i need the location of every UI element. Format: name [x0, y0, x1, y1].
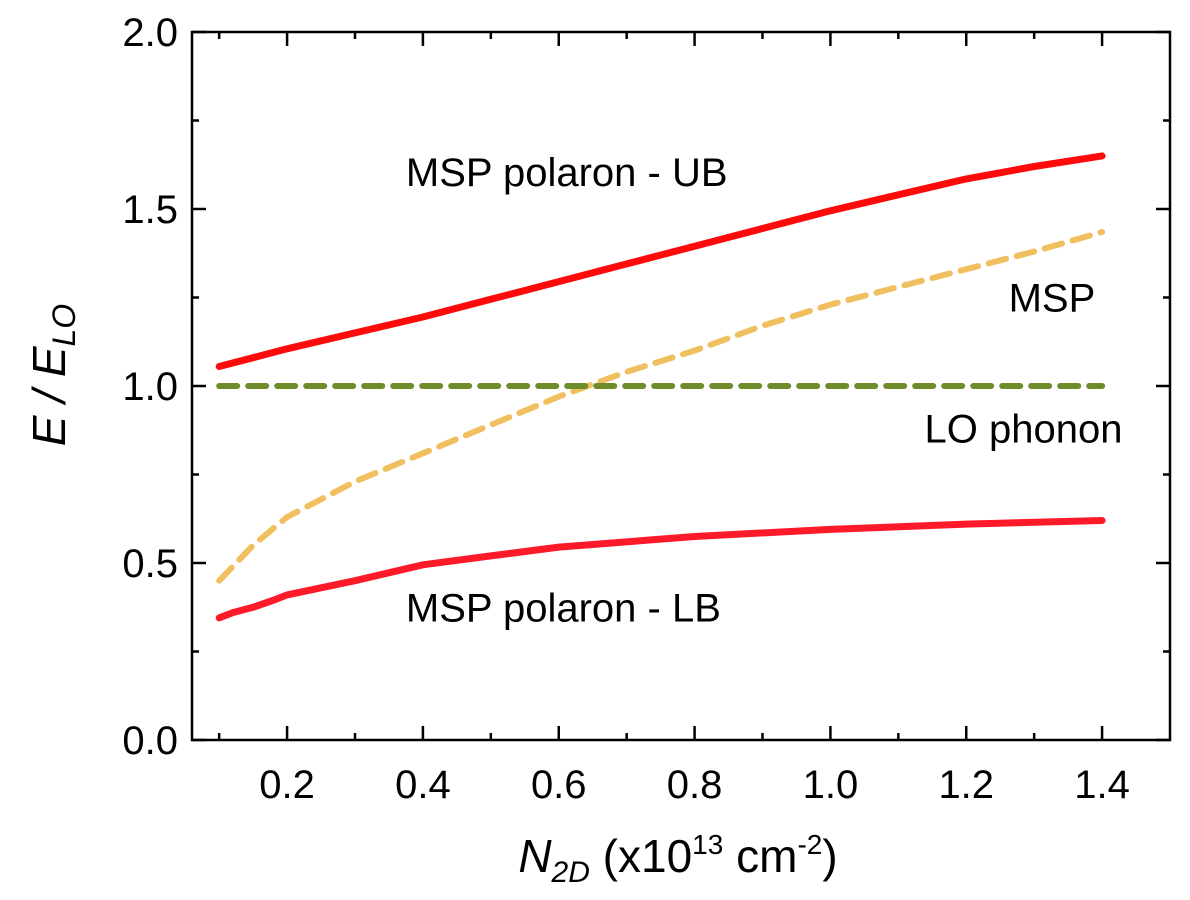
y-tick-label: 0.0 [122, 719, 178, 763]
x-tick-label: 0.6 [531, 763, 587, 807]
annotation-lb: MSP polaron - LB [406, 586, 721, 630]
x-tick-label: 0.8 [667, 763, 723, 807]
plot-frame [190, 30, 1172, 742]
series-layer [215, 152, 1106, 622]
annotation-ub: MSP polaron - UB [406, 151, 728, 195]
y-axis-subscript: LO [46, 304, 82, 347]
x-tick-label: 1.4 [1074, 763, 1130, 807]
y-tick-label: 2.0 [122, 11, 178, 55]
series-line-3 [215, 517, 1106, 622]
x-axis-subscript: 2D [551, 856, 590, 889]
x-tick-label: 1.2 [938, 763, 994, 807]
annotations: MSP polaron - UB MSP LO phonon MSP polar… [406, 151, 1123, 630]
series-line-1 [216, 229, 1106, 584]
x-axis-title: N2D (x1013 cm-2) [518, 829, 837, 889]
y-tick-label: 1.0 [122, 365, 178, 409]
x-tick-label: 0.4 [395, 763, 451, 807]
x-axis-exponent: 13 [692, 829, 723, 860]
y-tick-label: 1.5 [122, 188, 178, 232]
y-axis-symbol: E / E [23, 345, 75, 446]
x-tick-label: 1.0 [803, 763, 859, 807]
x-tick-label: 0.2 [259, 763, 315, 807]
y-axis-title: E / ELO [23, 304, 82, 446]
ticks-layer: 0.2 0.4 0.6 0.8 1.0 1.2 1.4 0.0 0.5 1.0 1.5 2.0 [122, 11, 1170, 807]
x-axis-unit-post: ) [822, 830, 837, 882]
x-axis-unit-prefix: (x10 [590, 830, 692, 882]
series-line-0 [215, 152, 1106, 370]
x-axis-symbol: N [518, 830, 552, 882]
x-axis-unit-mid: cm [723, 830, 797, 882]
y-tick-label: 0.5 [122, 542, 178, 586]
x-axis-exponent2: -2 [797, 829, 822, 860]
annotation-lo-phonon: LO phonon [925, 408, 1123, 452]
annotation-msp: MSP [1009, 277, 1096, 321]
